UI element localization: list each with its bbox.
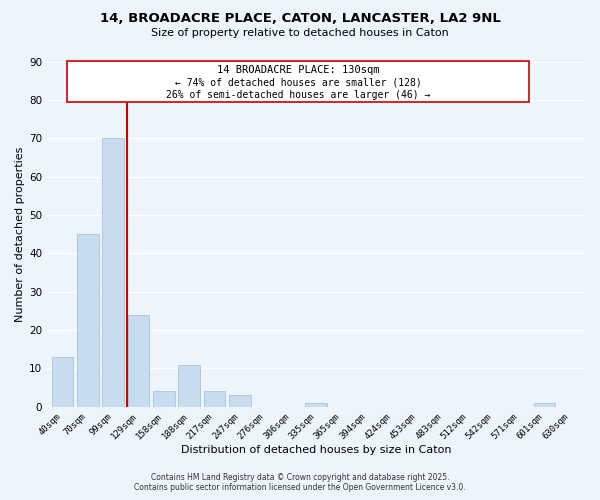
- Bar: [533, 403, 555, 407]
- Bar: [103, 138, 124, 407]
- Bar: [229, 396, 251, 407]
- Bar: [153, 392, 175, 407]
- Text: 14 BROADACRE PLACE: 130sqm: 14 BROADACRE PLACE: 130sqm: [217, 65, 379, 75]
- Bar: [67, 62, 529, 102]
- Bar: [305, 403, 327, 407]
- Text: 26% of semi-detached houses are larger (46) →: 26% of semi-detached houses are larger (…: [166, 90, 430, 101]
- Text: ← 74% of detached houses are smaller (128): ← 74% of detached houses are smaller (12…: [175, 78, 421, 88]
- Bar: [77, 234, 98, 407]
- Bar: [178, 364, 200, 407]
- X-axis label: Distribution of detached houses by size in Caton: Distribution of detached houses by size …: [181, 445, 451, 455]
- Text: Contains HM Land Registry data © Crown copyright and database right 2025.
Contai: Contains HM Land Registry data © Crown c…: [134, 473, 466, 492]
- Text: 14, BROADACRE PLACE, CATON, LANCASTER, LA2 9NL: 14, BROADACRE PLACE, CATON, LANCASTER, L…: [100, 12, 500, 26]
- Bar: [204, 392, 226, 407]
- Bar: [52, 357, 73, 407]
- Y-axis label: Number of detached properties: Number of detached properties: [15, 146, 25, 322]
- Text: Size of property relative to detached houses in Caton: Size of property relative to detached ho…: [151, 28, 449, 38]
- Bar: [128, 314, 149, 407]
